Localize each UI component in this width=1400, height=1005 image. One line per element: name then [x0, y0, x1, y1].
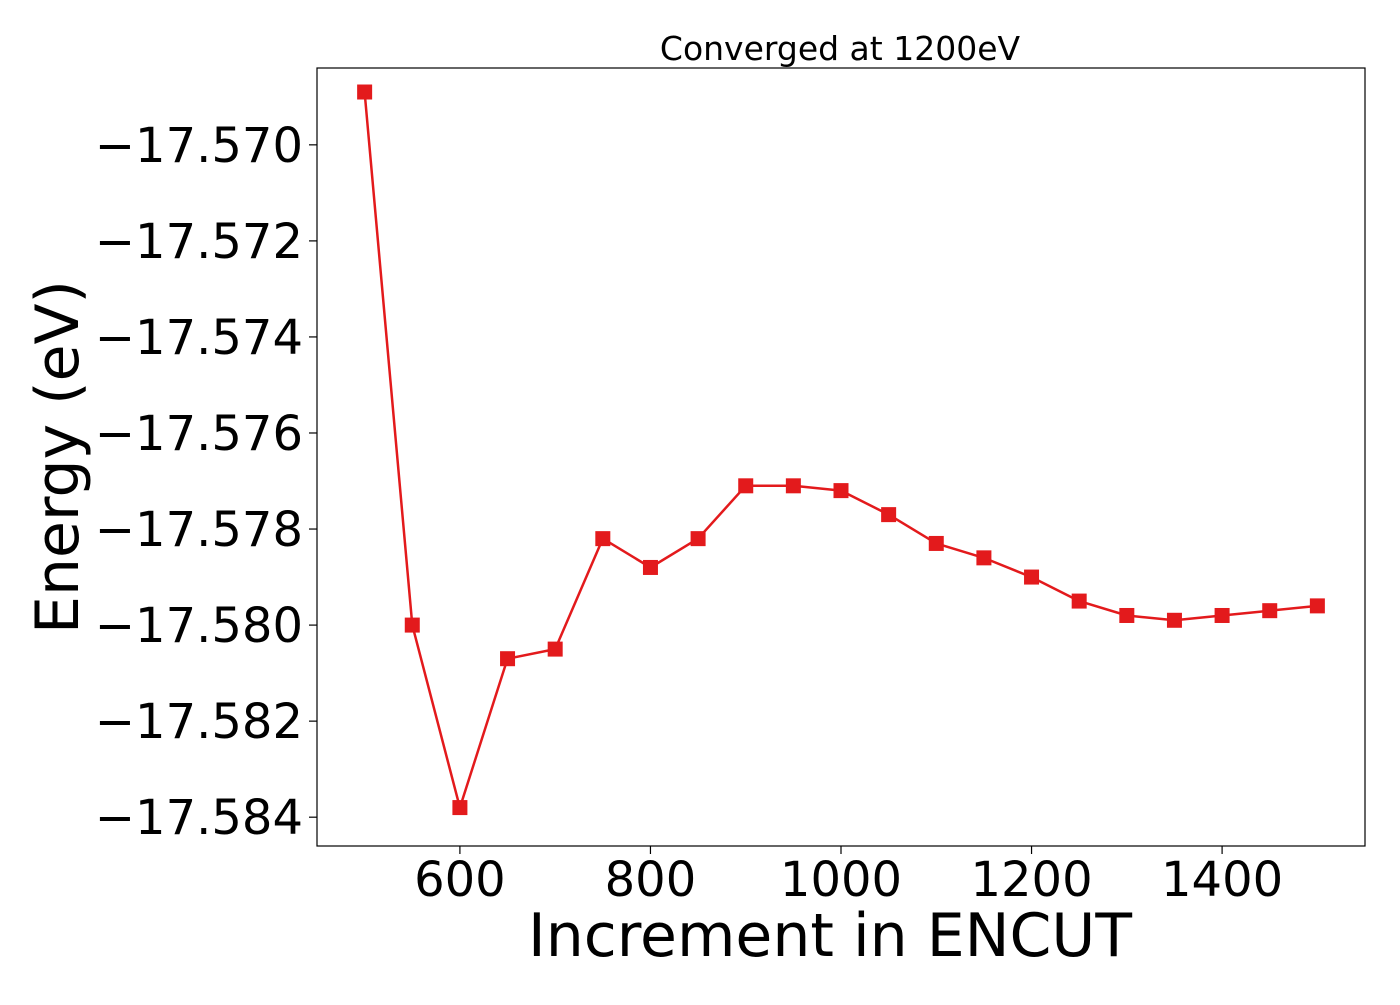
y-tick-label: −17.570 — [95, 118, 303, 174]
y-tick-label: −17.572 — [95, 214, 303, 270]
data-point-marker — [1166, 612, 1182, 628]
data-point-marker — [738, 478, 754, 494]
y-tick-label: −17.584 — [95, 790, 303, 846]
data-point-marker — [785, 478, 801, 494]
data-point-marker — [881, 507, 897, 523]
data-point-marker — [357, 84, 373, 100]
data-point-marker — [928, 535, 944, 551]
data-point-marker — [1071, 593, 1087, 609]
y-axis-ticks: −17.570 −17.572 −17.574 −17.576 −17.578 −17.5… — [95, 118, 317, 846]
data-point-marker — [1309, 598, 1325, 614]
chart-title: Converged at 1200eV — [660, 29, 1021, 68]
data-point-marker — [404, 617, 420, 633]
x-tick-label: 1200 — [970, 852, 1092, 908]
data-point-marker — [1214, 607, 1230, 623]
data-point-marker — [976, 550, 992, 566]
y-tick-label: −17.574 — [95, 310, 303, 366]
data-point-marker — [1024, 569, 1040, 585]
x-axis-ticks: 600 800 1000 1200 1400 — [414, 846, 1283, 908]
y-tick-label: −17.576 — [95, 406, 303, 462]
data-point-marker — [690, 531, 706, 547]
series-layer — [357, 84, 1325, 816]
y-tick-label: −17.578 — [95, 502, 303, 558]
data-point-marker — [500, 651, 516, 667]
x-tick-label: 800 — [605, 852, 697, 908]
data-point-marker — [1262, 603, 1278, 619]
x-tick-label: 1400 — [1161, 852, 1283, 908]
x-tick-label: 600 — [414, 852, 506, 908]
x-tick-label: 1000 — [780, 852, 902, 908]
data-point-marker — [547, 641, 563, 657]
data-point-marker — [452, 800, 468, 816]
y-tick-label: −17.580 — [95, 598, 303, 654]
data-point-marker — [642, 559, 658, 575]
data-point-marker — [1119, 607, 1135, 623]
y-axis-label: Energy (eV) — [23, 280, 93, 634]
x-axis-label: Increment in ENCUT — [528, 901, 1132, 971]
data-point-marker — [595, 531, 611, 547]
plot-frame — [316, 67, 1366, 847]
y-tick-label: −17.582 — [95, 694, 303, 750]
data-point-marker — [833, 483, 849, 499]
